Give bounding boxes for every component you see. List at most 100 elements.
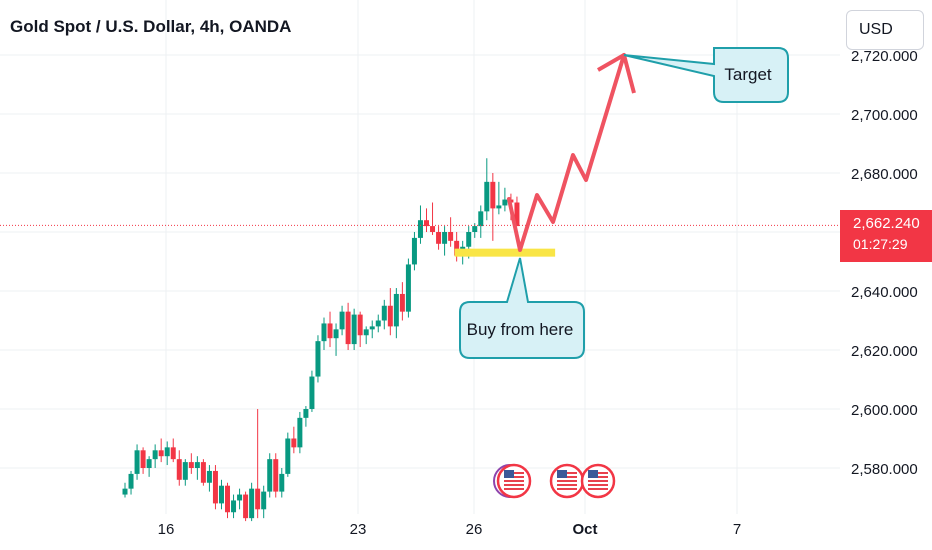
flag-stripe — [504, 484, 524, 486]
candle-body — [164, 447, 170, 457]
candle-body — [261, 491, 267, 510]
buy-zone-highlight — [454, 248, 556, 257]
candle-body — [490, 181, 496, 209]
candle-body — [152, 450, 158, 460]
x-tick-label: 16 — [158, 521, 175, 538]
y-tick-label: 2,680.000 — [851, 166, 918, 183]
y-tick-label: 2,620.000 — [851, 343, 918, 360]
candle-body — [411, 237, 417, 265]
flag-canton — [557, 470, 567, 478]
buy-callout-box — [459, 257, 585, 359]
flag-canton — [504, 470, 514, 478]
candle-body — [424, 220, 429, 227]
candle-body — [484, 181, 490, 212]
candle-body — [478, 211, 484, 227]
candle-body — [315, 341, 321, 377]
candle-body — [297, 417, 303, 448]
flag-stripe — [588, 484, 608, 486]
candle-body — [514, 202, 520, 227]
candle-body — [357, 314, 363, 336]
candle-body — [279, 473, 285, 492]
currency-selector[interactable]: USD — [846, 10, 924, 50]
current-price-label: 2,662.240 — [853, 215, 920, 232]
chart-title: Gold Spot / U.S. Dollar, 4h, OANDA — [10, 17, 292, 36]
candle-body — [267, 459, 273, 492]
candle-body — [496, 205, 502, 209]
candle-body — [134, 450, 140, 474]
candle-body — [393, 293, 399, 327]
candle-body — [188, 462, 194, 468]
candle-body — [351, 314, 357, 345]
candle-body — [333, 329, 339, 339]
candle-body — [128, 473, 134, 489]
candle-body — [303, 409, 309, 418]
candle-body — [309, 376, 315, 409]
us-flag-event-icon — [580, 463, 616, 499]
current-price-tag: 2,662.240 01:27:29 — [840, 210, 932, 262]
candle-body — [436, 232, 442, 244]
candle-body — [231, 500, 237, 513]
candle-body — [206, 470, 212, 483]
buy-callout-text: Buy from here — [467, 320, 574, 339]
flag-stripe — [557, 480, 577, 482]
candle-body — [430, 226, 436, 232]
us-flag-event-icon — [493, 463, 532, 499]
candle-body — [218, 485, 224, 504]
y-tick-label: 2,580.000 — [851, 461, 918, 478]
candle-body — [339, 311, 345, 330]
candle-body — [237, 494, 243, 501]
candle-body — [249, 488, 255, 519]
y-tick-label: 2,700.000 — [851, 107, 918, 124]
candle-body — [194, 462, 200, 468]
candle-body — [176, 459, 182, 480]
candle-body — [387, 305, 393, 327]
candle-body — [454, 240, 460, 256]
flag-stripe — [557, 484, 577, 486]
candle-body — [399, 293, 405, 312]
candle-body — [417, 220, 423, 238]
flag-canton — [588, 470, 598, 478]
flag-stripe — [504, 488, 524, 490]
candle-body — [255, 488, 261, 510]
candle-body — [170, 447, 176, 460]
candle-body — [502, 199, 508, 206]
x-tick-label: 7 — [733, 521, 741, 538]
target-callout-text: Target — [724, 65, 772, 84]
flag-stripe — [504, 480, 524, 482]
us-flag-event-icon — [549, 463, 585, 499]
candle-body — [381, 305, 387, 321]
candle-body — [158, 450, 164, 457]
candle-body — [243, 494, 249, 519]
candle-body — [327, 323, 333, 339]
candle-body — [369, 326, 375, 330]
candle-body — [448, 232, 454, 241]
candle-body — [291, 438, 297, 448]
target-callout-box — [623, 47, 789, 103]
candle-body — [122, 488, 128, 495]
candle-body — [140, 450, 146, 468]
candle-body — [466, 232, 472, 247]
flag-stripe — [588, 488, 608, 490]
y-tick-label: 2,640.000 — [851, 284, 918, 301]
candle-body — [212, 470, 218, 504]
candle-body — [375, 320, 381, 327]
candle-body — [146, 459, 152, 468]
flag-stripe — [588, 480, 608, 482]
candle-body — [273, 459, 279, 492]
x-tick-label: 23 — [350, 521, 367, 538]
flag-stripe — [557, 488, 577, 490]
y-tick-label: 2,600.000 — [851, 402, 918, 419]
candle-body — [321, 323, 327, 342]
candle-body — [285, 438, 291, 474]
candle-body — [225, 485, 231, 513]
candle-body — [405, 264, 411, 312]
candle-body — [345, 311, 351, 345]
bar-countdown-label: 01:27:29 — [853, 236, 908, 252]
candle-body — [472, 226, 478, 232]
x-tick-label: 26 — [466, 521, 483, 538]
y-tick-label: 2,720.000 — [851, 48, 918, 65]
candle-body — [363, 329, 369, 336]
candle-body — [182, 462, 188, 480]
